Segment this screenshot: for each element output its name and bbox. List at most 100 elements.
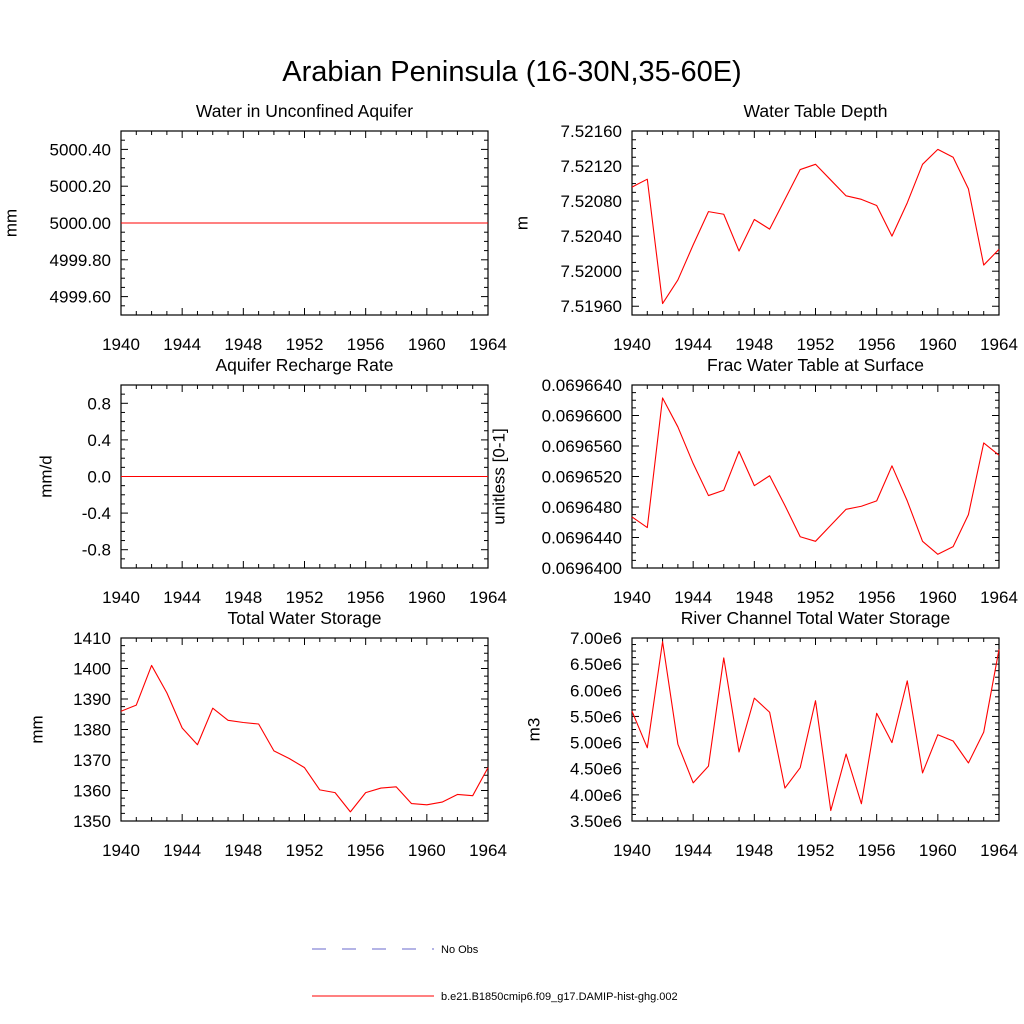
x-tick-label: 1940 [102,841,140,860]
x-tick-label: 1956 [347,841,385,860]
panel-frac-water-table-at-surface: Frac Water Table at Surface 1940 1944 1948 1… [489,355,1017,607]
y-tick-label: 1370 [73,751,111,770]
x-tick-label: 1956 [858,588,896,607]
y-tick-label: 1380 [73,721,111,740]
plot-frame [631,130,1000,316]
y-tick-label: 4.00e6 [570,786,622,805]
plot-frame [120,637,489,822]
y-tick-label: 0.0696560 [542,437,622,456]
panel-title: Water Table Depth [744,101,888,121]
x-tick-label: 1960 [408,588,446,607]
x-tick-label: 1956 [347,588,385,607]
x-tick-label: 1960 [919,588,957,607]
y-tick-label: 1350 [73,812,111,831]
y-axis-title: m3 [524,718,543,742]
y-tick-label: 1400 [73,660,111,679]
panel-river-channel-total-water-storage: River Channel Total Water Storage 1940 194… [524,608,1017,860]
legend-label-no-obs: No Obs [441,944,479,956]
x-tick-label: 1944 [674,335,712,354]
y-tick-label: 6.50e6 [570,655,622,674]
y-tick-label: 0.4 [87,431,111,450]
panel-title: Water in Unconfined Aquifer [196,101,413,121]
x-tick-label: 1948 [224,841,262,860]
x-tick-label: 1944 [163,588,201,607]
panel-water-in-unconfined-aquifer: Water in Unconfined Aquifer 1940 1944 1948 1… [1,101,506,354]
x-tick-label: 1944 [163,841,201,860]
y-tick-label: 1390 [73,690,111,709]
y-tick-label: -0.4 [82,504,111,523]
y-tick-label: 7.52080 [561,192,622,211]
y-axis-title: unitless [0-1] [489,428,508,524]
y-tick-label: 0.0696400 [542,559,622,578]
x-tick-label: 1940 [613,335,651,354]
x-tick-label: 1944 [674,588,712,607]
x-tick-label: 1964 [980,335,1018,354]
x-tick-label: 1952 [797,588,835,607]
x-tick-label: 1948 [224,588,262,607]
x-tick-label: 1948 [735,588,773,607]
panels-group: Water in Unconfined Aquifer 1940 1944 1948 1… [1,101,1017,860]
y-tick-label: 5.50e6 [570,707,622,726]
x-tick-label: 1956 [347,335,385,354]
y-tick-label: 4.50e6 [570,760,622,779]
panel-title: River Channel Total Water Storage [681,608,950,628]
panel-total-water-storage: Total Water Storage 1940 1944 1948 1952 1956 1… [27,608,506,860]
x-tick-label: 1944 [674,841,712,860]
x-tick-label: 1940 [102,588,140,607]
y-tick-label: -0.8 [82,541,111,560]
y-tick-label: 1410 [73,629,111,648]
y-tick-label: 5.00e6 [570,734,622,753]
x-tick-label: 1960 [919,335,957,354]
x-tick-label: 1944 [163,335,201,354]
y-tick-label: 0.0696480 [542,498,622,517]
x-tick-label: 1960 [408,335,446,354]
y-tick-label: 1360 [73,782,111,801]
x-tick-label: 1964 [980,588,1018,607]
y-tick-label: 7.51960 [561,297,622,316]
panel-aquifer-recharge-rate: Aquifer Recharge Rate 1940 1944 1948 1952 195… [36,355,506,607]
x-tick-label: 1940 [613,841,651,860]
x-tick-label: 1952 [797,841,835,860]
panel-title: Total Water Storage [227,608,381,628]
y-tick-label: 7.52120 [561,157,622,176]
x-tick-label: 1960 [919,841,957,860]
y-tick-label: 3.50e6 [570,812,622,831]
x-tick-label: 1964 [469,841,507,860]
panel-title: Frac Water Table at Surface [707,355,924,375]
y-tick-label: 6.00e6 [570,681,622,700]
y-tick-label: 7.52000 [561,262,622,281]
x-tick-label: 1964 [980,841,1018,860]
y-tick-label: 7.52160 [561,122,622,141]
x-tick-label: 1952 [797,335,835,354]
x-tick-label: 1964 [469,335,507,354]
legend: No Obs b.e21.B1850cmip6.f09_g17.DAMIP-hi… [312,944,678,1003]
series-line [631,641,1000,812]
panel-water-table-depth: Water Table Depth 1940 1944 1948 1952 1956 196… [512,101,1017,354]
x-tick-label: 1956 [858,841,896,860]
x-tick-label: 1952 [286,588,324,607]
x-tick-label: 1960 [408,841,446,860]
y-tick-label: 0.0696640 [542,376,622,395]
x-tick-label: 1948 [735,335,773,354]
series-line [631,397,1000,555]
x-tick-label: 1964 [469,588,507,607]
x-tick-label: 1940 [102,335,140,354]
y-tick-label: 5000.00 [50,214,111,233]
y-axis-title: mm [27,715,46,743]
x-tick-label: 1952 [286,841,324,860]
series-line [120,664,489,813]
x-tick-label: 1956 [858,335,896,354]
y-tick-label: 0.0696600 [542,407,622,426]
y-tick-label: 5000.20 [50,177,111,196]
y-tick-label: 0.0696520 [542,468,622,487]
x-tick-label: 1948 [224,335,262,354]
plot-frame [631,637,1000,822]
y-tick-label: 7.52040 [561,227,622,246]
figure-title: Arabian Peninsula (16-30N,35-60E) [282,56,742,88]
series-line [631,148,1000,305]
y-tick-label: 5000.40 [50,140,111,159]
legend-label-model: b.e21.B1850cmip6.f09_g17.DAMIP-hist-ghg.… [441,991,678,1003]
x-tick-label: 1952 [286,335,324,354]
y-tick-label: 0.8 [87,394,111,413]
